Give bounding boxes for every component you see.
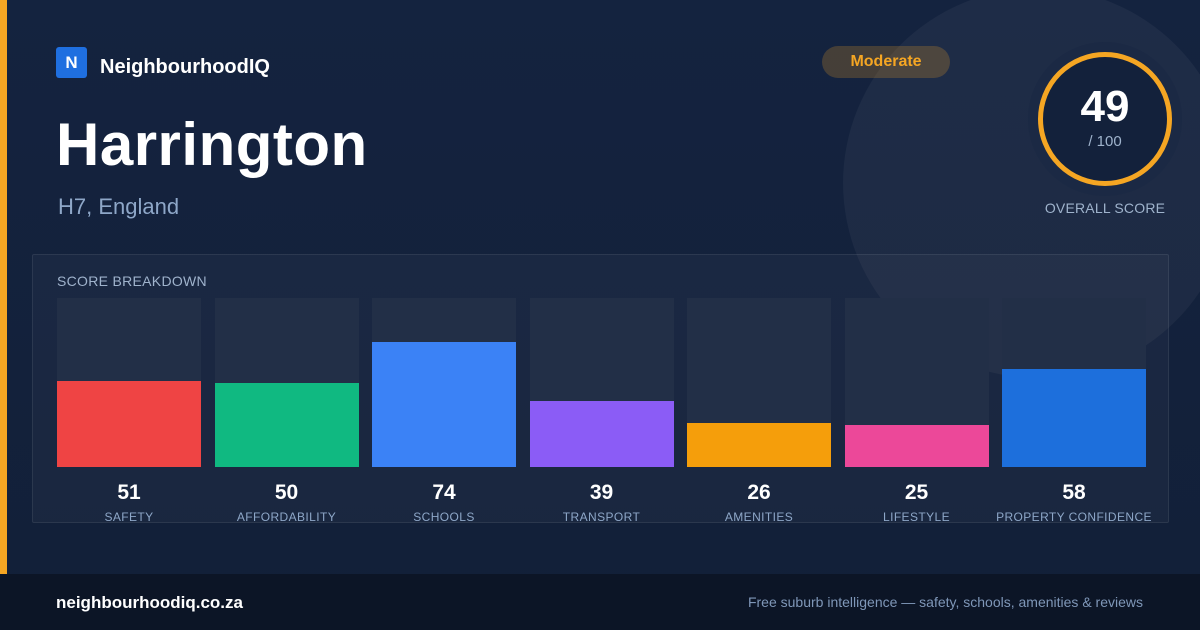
rating-badge: Moderate bbox=[822, 46, 950, 78]
overall-score-ring: 49 / 100 bbox=[1028, 42, 1182, 196]
bar-label: SAFETY bbox=[104, 510, 154, 524]
bar-value: 74 bbox=[432, 481, 456, 504]
brand-name: NeighbourhoodIQ bbox=[100, 56, 270, 78]
bar-label: LIFESTYLE bbox=[883, 510, 950, 524]
bar-label: PROPERTY CONFIDENCE bbox=[996, 510, 1152, 524]
footer: neighbourhoodiq.co.za Free suburb intell… bbox=[0, 574, 1200, 630]
suburb-title: Harrington bbox=[56, 111, 368, 178]
bar-track bbox=[529, 298, 674, 467]
bar-fill bbox=[687, 423, 831, 467]
score-ring-outline bbox=[1038, 52, 1172, 186]
bar-value: 25 bbox=[904, 481, 929, 504]
accent-bar bbox=[0, 0, 7, 574]
bar-fill bbox=[57, 380, 201, 467]
bar-track bbox=[57, 298, 201, 467]
breakdown-title: SCORE BREAKDOWN bbox=[57, 273, 207, 289]
overall-score-value: 49 bbox=[1080, 82, 1130, 131]
bar-fill bbox=[1002, 368, 1146, 467]
brand-logo-icon: N bbox=[56, 47, 87, 78]
overall-score-label: OVERALL SCORE bbox=[1044, 200, 1166, 216]
bar-track bbox=[372, 298, 516, 467]
bar-value: 50 bbox=[274, 481, 299, 504]
bar-track bbox=[844, 298, 989, 467]
bar-track bbox=[687, 298, 831, 467]
bar-value: 51 bbox=[117, 481, 141, 504]
bar-label: TRANSPORT bbox=[562, 510, 641, 524]
bar-value: 26 bbox=[747, 481, 771, 504]
bar-track bbox=[214, 298, 359, 467]
overall-score-denominator: / 100 bbox=[1088, 133, 1122, 150]
footer-site-link[interactable]: neighbourhoodiq.co.za bbox=[56, 593, 243, 612]
bar-label: AFFORDABILITY bbox=[236, 510, 337, 524]
footer-tagline: Free suburb intelligence — safety, schoo… bbox=[747, 594, 1143, 610]
brand: N NeighbourhoodIQ bbox=[56, 46, 270, 79]
score-breakdown-panel: SCORE BREAKDOWN 51 SAFETY 50 AFFORDABILITY 7… bbox=[32, 254, 1169, 524]
bar-fill bbox=[214, 382, 359, 467]
bar-value: 58 bbox=[1062, 481, 1086, 504]
suburb-location: H7, England bbox=[58, 194, 180, 219]
bar-track bbox=[1002, 298, 1146, 467]
bar-fill bbox=[372, 341, 516, 467]
bar-value: 39 bbox=[589, 481, 614, 504]
bar-label: SCHOOLS bbox=[413, 510, 475, 524]
bar-fill bbox=[529, 401, 674, 467]
bar-label: AMENITIES bbox=[724, 510, 794, 524]
bar-fill bbox=[844, 424, 989, 467]
